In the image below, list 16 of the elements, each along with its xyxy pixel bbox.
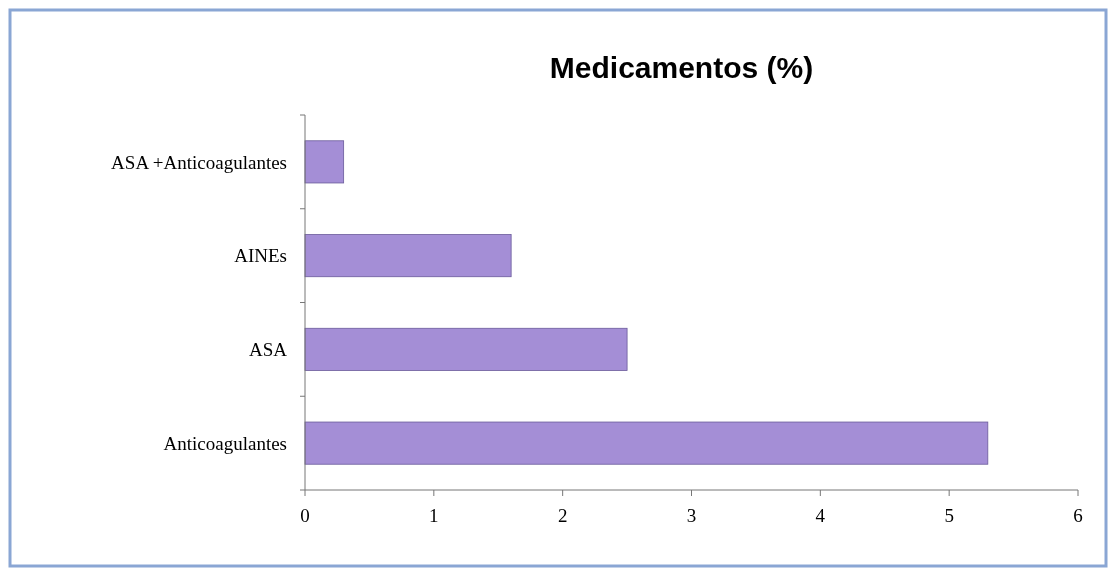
bar	[304, 327, 628, 371]
bar	[304, 140, 345, 184]
x-tick-label: 4	[815, 505, 826, 526]
y-tick-label: Anticoagulantes	[163, 432, 287, 454]
y-tick-label: ASA +Anticoagulantes	[111, 151, 287, 173]
x-tick-label: 3	[686, 505, 697, 526]
y-tick-label: ASA	[248, 339, 288, 361]
x-tick-label: 2	[557, 505, 568, 526]
y-tick-label: AINEs	[234, 245, 287, 267]
x-tick-label: 6	[1073, 505, 1083, 526]
bar	[304, 234, 512, 278]
bar	[304, 421, 989, 465]
x-tick-label: 1	[429, 505, 439, 526]
x-tick-label: 0	[300, 505, 310, 526]
chart-title: Medicamentos (%)	[549, 51, 814, 84]
x-tick-label: 5	[944, 505, 954, 526]
